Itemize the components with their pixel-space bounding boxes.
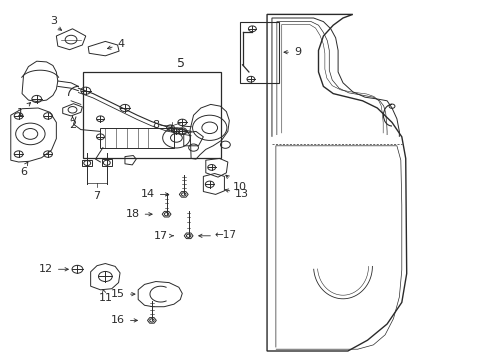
Text: 12: 12 (39, 264, 68, 274)
Text: 17: 17 (153, 231, 173, 241)
Text: 8: 8 (152, 120, 159, 130)
Text: 5: 5 (177, 57, 185, 70)
Text: 13: 13 (225, 189, 249, 199)
Text: 15: 15 (111, 289, 135, 299)
Bar (240, 22, 279, 83)
Text: 9: 9 (284, 47, 301, 57)
Bar (100, 128, 174, 148)
Text: 14: 14 (141, 189, 169, 199)
Text: 2: 2 (69, 120, 76, 130)
Text: 4: 4 (107, 39, 125, 49)
Text: 10: 10 (226, 175, 247, 192)
Text: ←17: ←17 (214, 230, 236, 240)
Bar (83, 72, 221, 158)
Text: 3: 3 (50, 16, 57, 26)
Text: 18: 18 (125, 209, 152, 219)
Text: 7: 7 (94, 191, 100, 201)
Text: 11: 11 (98, 293, 112, 303)
Text: 6: 6 (20, 167, 27, 177)
Text: 1: 1 (17, 108, 24, 118)
Text: 16: 16 (111, 315, 137, 325)
